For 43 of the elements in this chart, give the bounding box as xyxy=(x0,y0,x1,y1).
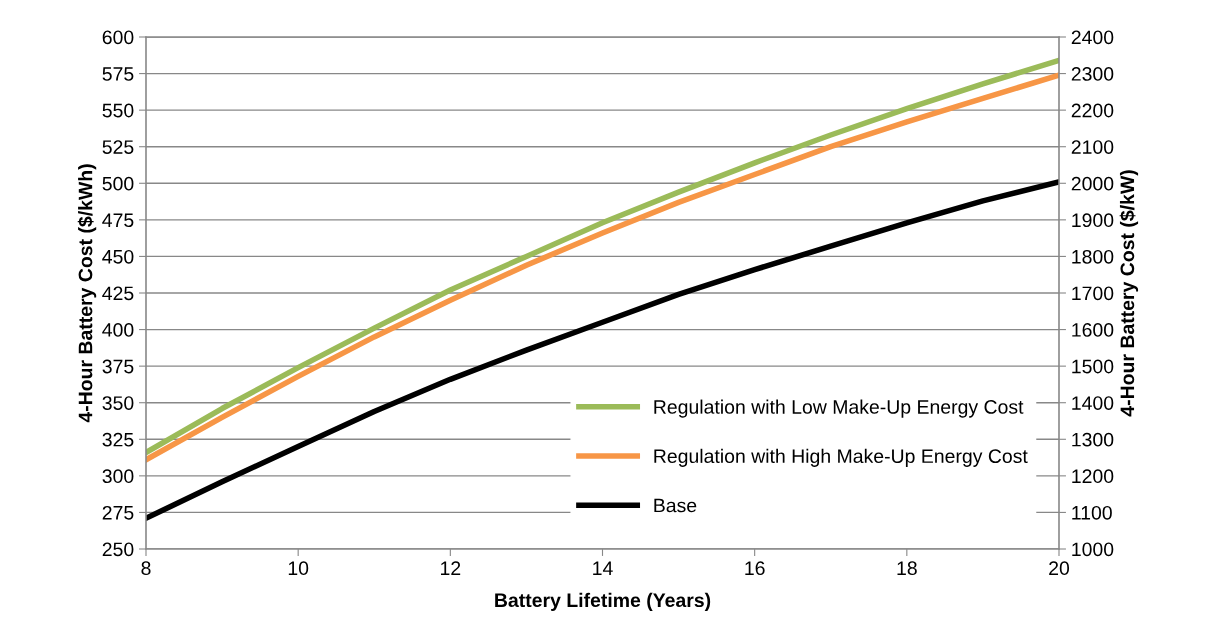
y2-tick-label: 1500 xyxy=(1072,359,1114,374)
y-tick-label: 600 xyxy=(102,30,134,45)
y2-tick-label: 1000 xyxy=(1072,542,1114,557)
y-tick-label: 450 xyxy=(102,249,134,264)
y2-tick-label: 1400 xyxy=(1072,396,1114,410)
legend-label: Regulation with Low Make-Up Energy Cost xyxy=(654,399,1024,418)
y-axis-title: 4-Hour Battery Cost ($/kWh) xyxy=(77,164,97,423)
y2-tick-label: 1100 xyxy=(1072,505,1112,520)
y2-tick-label: 1600 xyxy=(1072,323,1114,337)
y2-tick-label: 2100 xyxy=(1071,140,1114,154)
legend-label: Regulation with High Make-Up Energy Cost xyxy=(654,448,1028,467)
x-tick-label: 16 xyxy=(745,561,765,576)
x-tick-label: 10 xyxy=(288,561,309,576)
y2-tick-label: 2000 xyxy=(1071,176,1114,191)
y2-tick-label: 2200 xyxy=(1071,103,1114,118)
y2-tick-label: 2400 xyxy=(1071,30,1114,45)
y-tick-label: 400 xyxy=(102,323,134,337)
x-tick-label: 20 xyxy=(1049,561,1070,576)
y2-tick-label: 1200 xyxy=(1072,469,1114,484)
y2-tick-label: 1700 xyxy=(1072,286,1114,301)
y-tick-label: 250 xyxy=(102,542,134,557)
y-tick-label: 525 xyxy=(102,140,134,154)
x-tick-label: 18 xyxy=(897,561,917,576)
y2-tick-label: 1300 xyxy=(1072,432,1114,447)
y-tick-label: 325 xyxy=(102,432,134,447)
y-tick-label: 475 xyxy=(102,213,134,228)
x-tick-label: 12 xyxy=(441,561,461,575)
y-tick-label: 550 xyxy=(102,103,134,118)
y2-tick-label: 1800 xyxy=(1072,249,1114,264)
y-tick-label: 300 xyxy=(102,469,134,484)
y-tick-label: 575 xyxy=(102,67,134,81)
x-axis-title: Battery Lifetime (Years) xyxy=(495,592,711,611)
y-tick-label: 275 xyxy=(102,505,134,520)
y-tick-label: 350 xyxy=(102,396,134,410)
x-tick-label: 8 xyxy=(141,561,151,576)
legend-label: Base xyxy=(654,498,697,513)
y2-tick-label: 2300 xyxy=(1071,67,1114,81)
y2-tick-label: 1900 xyxy=(1072,213,1114,228)
y-tick-label: 500 xyxy=(102,176,134,191)
y-tick-label: 425 xyxy=(102,286,134,301)
y2-axis-title: 4-Hour Battery Cost ($/kW) xyxy=(1119,170,1139,417)
y-tick-label: 375 xyxy=(102,359,134,374)
x-tick-label: 14 xyxy=(593,561,613,575)
